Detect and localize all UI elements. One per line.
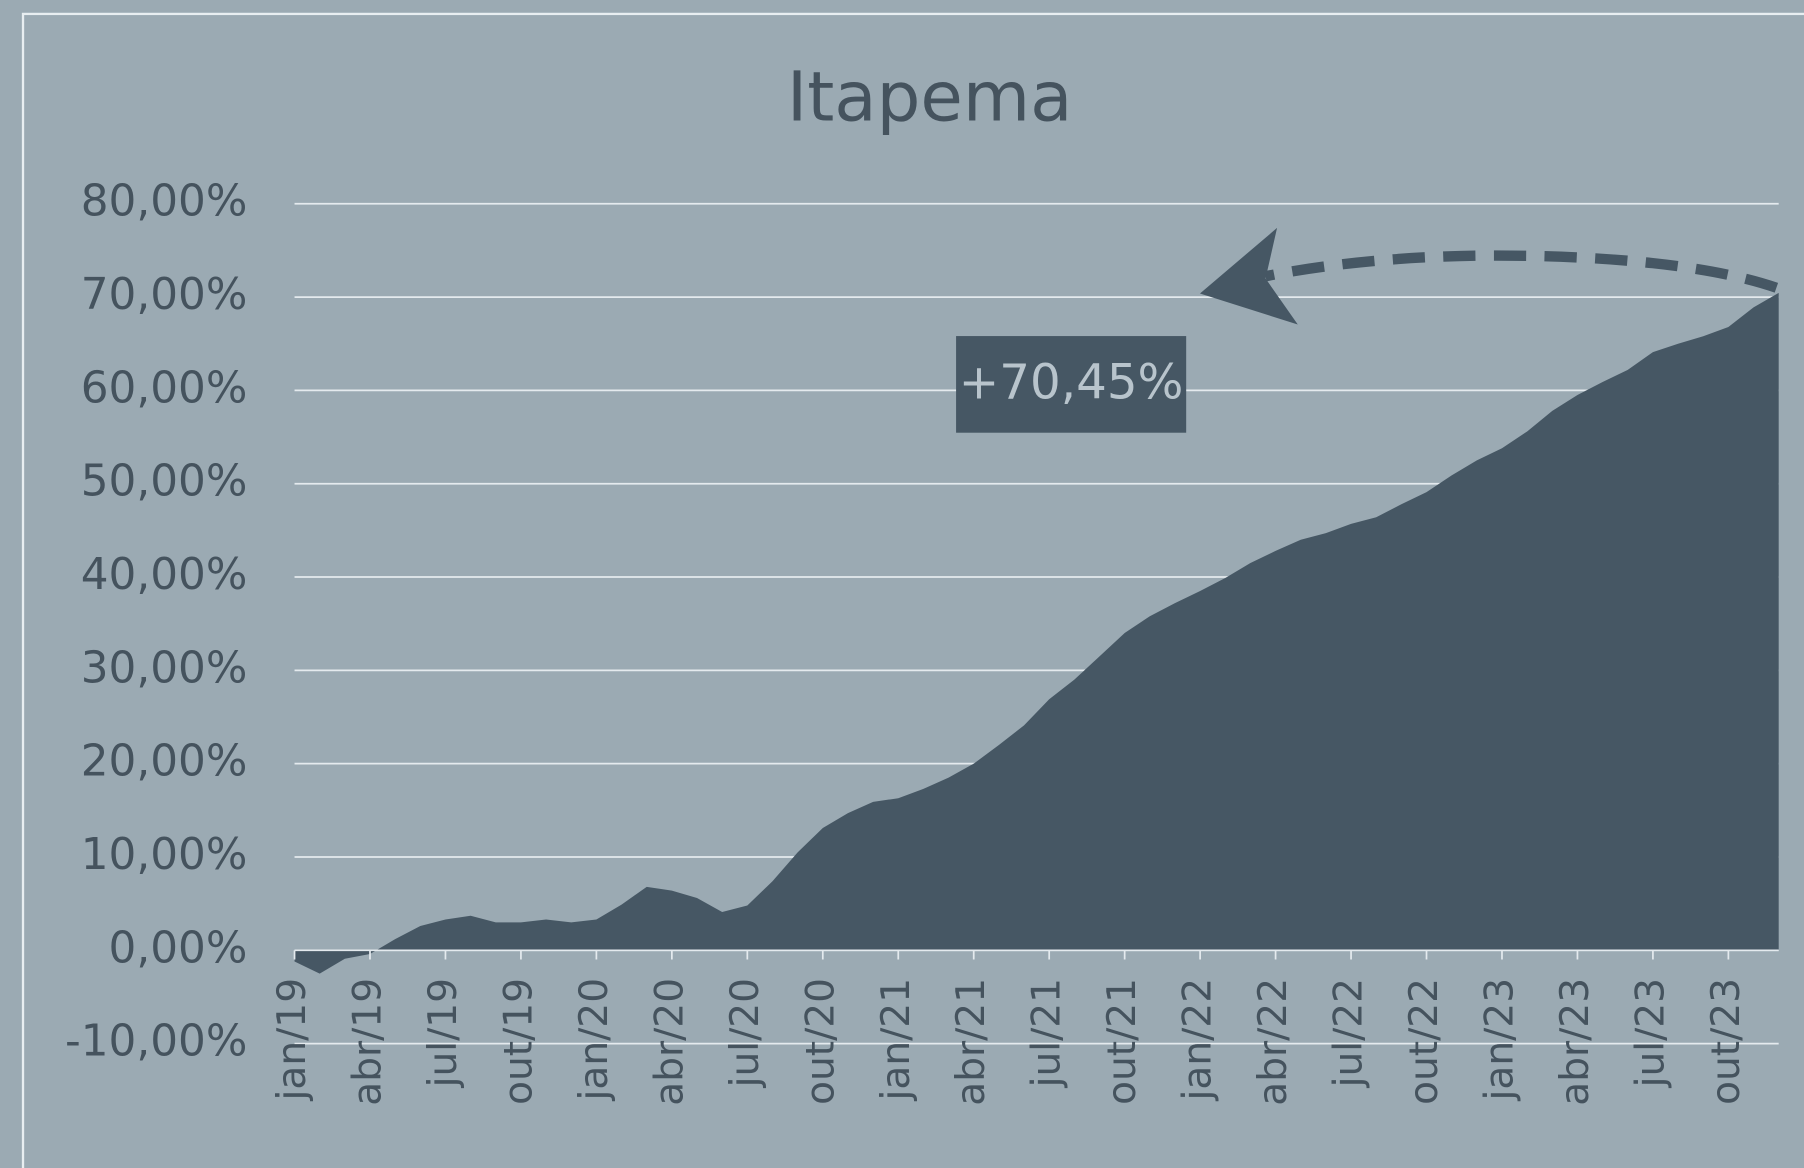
x-tick-label: out/20: [798, 978, 843, 1105]
y-tick-label: 70,00%: [81, 269, 248, 320]
y-tick-label: 80,00%: [81, 176, 248, 227]
x-tick-label: jan/20: [572, 978, 617, 1102]
plot: jan/19 abr/19 jul/19 out/19 jan/20 abr/20 jul/…: [270, 292, 1779, 1106]
x-tick-label: abr/19: [345, 978, 390, 1106]
x-tick-label: abr/22: [1251, 978, 1296, 1106]
y-tick-label: -10,00%: [65, 1016, 247, 1067]
x-tick-label: jul/22: [1327, 978, 1372, 1088]
x-tick-label: out/23: [1704, 978, 1749, 1105]
y-tick-label: 20,00%: [81, 736, 248, 787]
annotation: +70,45%: [959, 355, 1184, 411]
x-tick-label: abr/23: [1553, 978, 1598, 1106]
y-tick-label: 10,00%: [81, 829, 248, 880]
y-tick-label: 30,00%: [81, 642, 248, 693]
x-tick-label: jan/19: [270, 978, 315, 1102]
x-tick-label: out/22: [1402, 978, 1447, 1105]
x-tick-label: jul/21: [1025, 978, 1070, 1088]
y-tick-label: 40,00%: [81, 549, 248, 600]
x-tick-label: jan/22: [1176, 978, 1221, 1102]
x-tick-label: out/19: [496, 978, 541, 1105]
y-tick-label: 60,00%: [81, 362, 248, 413]
x-tick-label: jan/23: [1477, 978, 1522, 1102]
x-tick-label: jul/20: [723, 978, 768, 1088]
y-tick-label: 0,00%: [109, 922, 248, 973]
x-tick-label: jul/23: [1628, 978, 1673, 1088]
chart-title: Itapema: [787, 57, 1073, 137]
y-tick-label: 50,00%: [81, 456, 248, 507]
x-tick-label: jan/21: [874, 978, 919, 1102]
annotation-box: [956, 336, 1187, 433]
arrow: [1199, 227, 1779, 325]
frame: [21, 12, 1804, 1168]
x-tick-label: abr/21: [949, 978, 994, 1106]
x-tick-label: abr/20: [647, 978, 692, 1106]
area: [294, 292, 1779, 974]
x-tick-label: jul/19: [421, 978, 466, 1088]
x-tick-label: out/21: [1100, 978, 1145, 1105]
